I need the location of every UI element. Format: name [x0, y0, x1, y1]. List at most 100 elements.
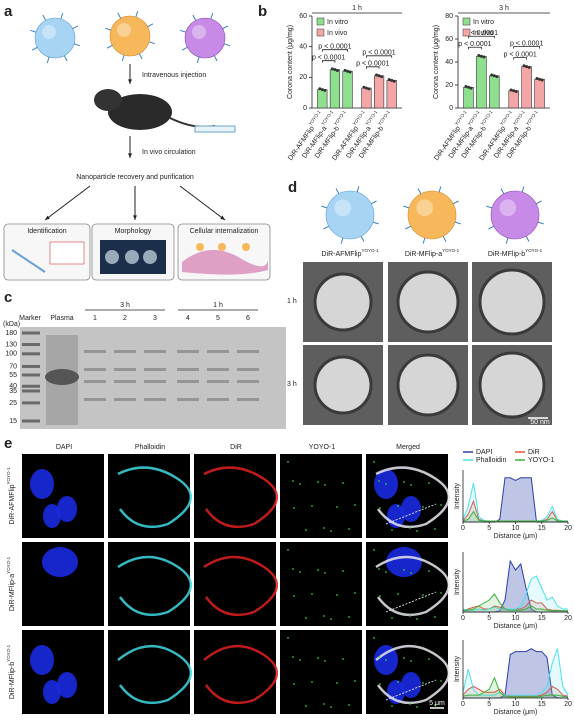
y-tick-label: 20	[299, 74, 307, 81]
x-tick-label: 5	[487, 525, 491, 532]
lane-label: Plasma	[50, 315, 73, 322]
arrow-head	[45, 215, 50, 220]
significance-bracket	[321, 60, 336, 63]
green-signal	[311, 593, 313, 595]
sample-band	[144, 380, 166, 383]
particle-name: DiR-MFlip-bYOYO-1	[488, 248, 543, 258]
filament	[375, 466, 451, 529]
label-superscript: YOYO-1	[480, 109, 494, 126]
micrograph	[280, 454, 362, 538]
method-box	[3, 223, 91, 281]
particle-spike	[210, 13, 214, 20]
green-signal	[409, 527, 411, 529]
lane-label: Marker	[19, 315, 41, 322]
particle-spike	[117, 12, 122, 19]
bar-point	[392, 79, 396, 83]
series-area	[463, 477, 568, 522]
marker-size-label: 180	[5, 330, 17, 337]
green-signal	[391, 617, 393, 619]
bar-point	[495, 75, 499, 79]
bar-point	[490, 73, 494, 77]
significance-label: p < 0.0001	[356, 61, 389, 68]
particle-spike	[403, 205, 410, 209]
panel-label: c	[4, 289, 12, 306]
green-signal	[385, 659, 387, 661]
sample-band	[114, 380, 136, 383]
particle-spike	[105, 27, 112, 31]
y-tick-label: 0	[449, 105, 453, 112]
particle-highlight	[42, 25, 56, 39]
particle-spike	[488, 225, 495, 230]
marker-size-label: 40	[9, 383, 17, 390]
method-label: Morphology	[115, 228, 152, 235]
green-signal	[416, 530, 418, 532]
green-signal	[354, 592, 356, 594]
green-signal	[323, 615, 325, 617]
bar-point	[346, 69, 350, 73]
green-signal	[348, 616, 350, 618]
filament	[203, 466, 279, 529]
bar-point	[466, 85, 470, 89]
x-axis-label: Distance (μm)	[494, 709, 538, 716]
sample-band	[237, 398, 259, 401]
marker-band	[22, 364, 40, 368]
green-signal	[373, 461, 375, 463]
sample-band	[84, 398, 106, 401]
green-signal	[317, 569, 319, 571]
legend-label: DiR	[528, 449, 540, 456]
marker-size-label: 35	[9, 388, 17, 395]
green-signal	[292, 656, 294, 658]
sample-band	[144, 368, 166, 371]
series-area	[463, 648, 568, 698]
bar	[329, 69, 341, 109]
legend-swatch	[316, 28, 325, 37]
micrograph	[194, 542, 276, 626]
cell-sheet	[182, 249, 269, 275]
particle-spike	[500, 188, 505, 195]
series-line	[462, 593, 568, 612]
label-main: DiR-MFlip-a	[405, 251, 442, 258]
green-signal	[440, 680, 442, 682]
marker-size-label: 100	[5, 351, 17, 358]
particle-spike	[438, 186, 442, 193]
filament	[203, 555, 279, 617]
green-signal	[440, 504, 442, 506]
label-main: DiR-MFlip-b	[9, 662, 16, 699]
nucleus	[42, 547, 78, 577]
x-tick-label: 0	[461, 615, 465, 622]
green-signal	[434, 616, 436, 618]
marker-band	[22, 352, 40, 356]
bar-point	[333, 68, 337, 72]
series-line	[462, 575, 568, 611]
particle-spike	[147, 23, 154, 28]
series-line	[462, 676, 569, 698]
bar-point	[477, 53, 481, 57]
particle-spike	[223, 43, 230, 47]
bar-point	[527, 65, 531, 69]
marker-band	[22, 331, 40, 335]
micrograph	[108, 630, 190, 714]
significance-bracket	[366, 55, 393, 58]
marker-band	[22, 419, 40, 423]
channel-label: DiR	[230, 444, 242, 451]
filament	[117, 555, 193, 617]
panel-label: e	[4, 435, 12, 452]
arrow-head	[220, 215, 225, 220]
significance-label: p < 0.0001	[504, 51, 537, 58]
bar-point	[469, 86, 473, 90]
row-label: DiR-MFlip-aYOYO-1	[6, 556, 16, 611]
significance-bracket	[468, 35, 495, 39]
sample-band	[84, 380, 106, 383]
label-superscript: YOYO-1	[6, 556, 11, 574]
significance-label: p < 0.0001	[312, 55, 345, 62]
tem-row-label: 3 h	[287, 381, 297, 388]
green-signal	[305, 617, 307, 619]
particle	[407, 190, 457, 240]
label-main: DiR-MFlip-a	[9, 574, 16, 611]
green-signal	[379, 507, 381, 509]
micrograph	[194, 630, 276, 714]
profile-line	[385, 679, 437, 701]
particle-spike	[46, 56, 50, 63]
green-signal	[317, 481, 319, 483]
particle-spike	[321, 205, 328, 209]
